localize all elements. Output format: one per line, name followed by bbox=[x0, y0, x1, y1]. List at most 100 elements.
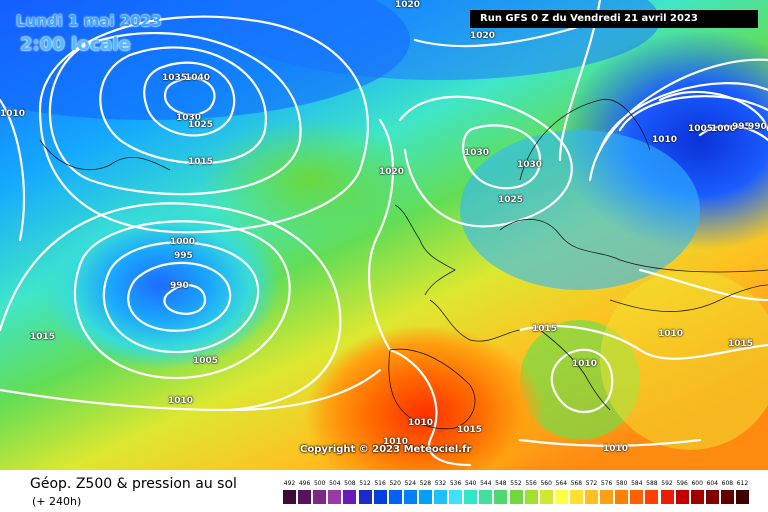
isobar-label: 1025 bbox=[498, 195, 524, 205]
legend-swatch bbox=[434, 490, 447, 504]
legend-swatch bbox=[645, 490, 659, 504]
isobar-label: 1010 bbox=[603, 444, 629, 454]
coastline bbox=[388, 348, 476, 430]
coastline bbox=[539, 329, 611, 411]
copyright-notice: Copyright © 2023 Meteociel.fr bbox=[300, 444, 472, 455]
isobar-label: 1010 bbox=[168, 396, 194, 406]
isobar bbox=[0, 368, 382, 412]
legend-swatch bbox=[524, 490, 538, 504]
legend-label: 592 bbox=[661, 480, 673, 487]
isobar-label: 1010 bbox=[0, 109, 26, 119]
forecast-range: (+ 240h) bbox=[32, 495, 82, 508]
isobar bbox=[0, 98, 25, 242]
isobar-label: 1010 bbox=[408, 418, 434, 428]
isobar-label: 1020 bbox=[395, 0, 421, 10]
isobar bbox=[48, 32, 302, 196]
legend-label: 580 bbox=[615, 480, 628, 487]
isobar-label: 1000 bbox=[170, 237, 196, 247]
isobar bbox=[638, 268, 768, 302]
legend-label: 568 bbox=[570, 480, 583, 487]
color-scale-legend: 492 496 500 504 508 512 516 520 524 528 532 536 540 5… bbox=[283, 480, 751, 508]
isobar-label: 1005 bbox=[193, 356, 219, 366]
legend-label: 516 bbox=[374, 480, 386, 487]
legend-swatch bbox=[328, 490, 342, 504]
isobar bbox=[462, 124, 542, 190]
legend-swatch bbox=[554, 490, 568, 504]
legend-swatch bbox=[343, 490, 357, 504]
isobar-label: 1015 bbox=[188, 157, 214, 167]
legend-label: 600 bbox=[691, 480, 703, 487]
coastline bbox=[429, 299, 521, 342]
isobar-label: 1020 bbox=[379, 167, 405, 177]
isobar bbox=[368, 118, 395, 352]
legend-label: 512 bbox=[359, 480, 371, 487]
legend-swatch bbox=[283, 490, 296, 504]
isobar-label: 1030 bbox=[176, 113, 202, 123]
legend-label: 604 bbox=[706, 480, 719, 487]
legend-label: 524 bbox=[404, 480, 417, 487]
isobar bbox=[550, 348, 614, 414]
legend-swatch bbox=[615, 490, 629, 504]
isobar-label: 1010 bbox=[652, 135, 678, 145]
isobar bbox=[163, 284, 207, 315]
isobar-label: 1015 bbox=[30, 332, 56, 342]
isobar-label: 990 bbox=[170, 281, 189, 291]
legend-label: 536 bbox=[449, 480, 462, 487]
legend-label: 552 bbox=[510, 480, 522, 487]
legend-swatch bbox=[690, 490, 704, 504]
legend-label: 564 bbox=[555, 480, 568, 487]
legend-swatch bbox=[313, 490, 327, 504]
isobar-label: 1010 bbox=[658, 329, 684, 339]
legend-swatch bbox=[660, 490, 674, 504]
isobar-label: 1005 bbox=[688, 124, 714, 134]
forecast-time: 2:00 locale bbox=[20, 34, 131, 55]
coastline bbox=[394, 204, 456, 296]
legend-swatch bbox=[479, 490, 493, 504]
isobar bbox=[398, 95, 573, 228]
isobar-label: 990 bbox=[748, 122, 767, 132]
isobar-label: 1015 bbox=[532, 324, 558, 334]
coastline bbox=[39, 139, 171, 171]
isobar-label: 995 bbox=[174, 251, 193, 261]
legend-swatch bbox=[298, 490, 312, 504]
legend-label: 544 bbox=[480, 480, 492, 487]
legend-swatch bbox=[418, 490, 432, 504]
isobar bbox=[588, 58, 768, 182]
legend-swatch bbox=[373, 490, 387, 504]
legend-label: 596 bbox=[676, 480, 688, 487]
isobar bbox=[38, 15, 369, 234]
geopotential-map bbox=[0, 0, 768, 470]
legend-swatch bbox=[539, 490, 553, 504]
isobar bbox=[388, 348, 472, 467]
legend-label: 560 bbox=[540, 480, 552, 487]
isobar bbox=[127, 261, 232, 332]
legend-swatch bbox=[388, 490, 402, 504]
isobar-label: 1020 bbox=[470, 31, 496, 41]
legend-swatch bbox=[358, 490, 372, 504]
isobar bbox=[163, 77, 216, 116]
isobar bbox=[73, 220, 291, 380]
legend-label: 492 bbox=[283, 480, 296, 487]
isobar-label: 1040 bbox=[185, 73, 211, 83]
legend-label: 504 bbox=[329, 480, 341, 487]
isobar-label: 995 bbox=[732, 122, 751, 132]
forecast-date: Lundi 1 mai 2023 bbox=[16, 12, 162, 30]
isobar-label: 1010 bbox=[572, 359, 598, 369]
isobar-label: 1010 bbox=[383, 437, 409, 447]
legend-label: 612 bbox=[736, 480, 749, 487]
coastline bbox=[519, 98, 651, 181]
legend-swatch bbox=[705, 490, 719, 504]
legend-label: 588 bbox=[646, 480, 658, 487]
legend-label: 572 bbox=[585, 480, 598, 487]
legend-label: 548 bbox=[495, 480, 507, 487]
isobar-label: 1030 bbox=[464, 148, 490, 158]
legend-swatch bbox=[675, 490, 689, 504]
legend-swatch bbox=[600, 490, 614, 504]
isobar bbox=[143, 61, 236, 137]
legend-swatch bbox=[494, 490, 508, 504]
legend-swatch bbox=[509, 490, 523, 504]
coastline bbox=[499, 218, 768, 273]
legend-label: 500 bbox=[313, 480, 326, 487]
isobar-label: 1025 bbox=[188, 120, 214, 130]
